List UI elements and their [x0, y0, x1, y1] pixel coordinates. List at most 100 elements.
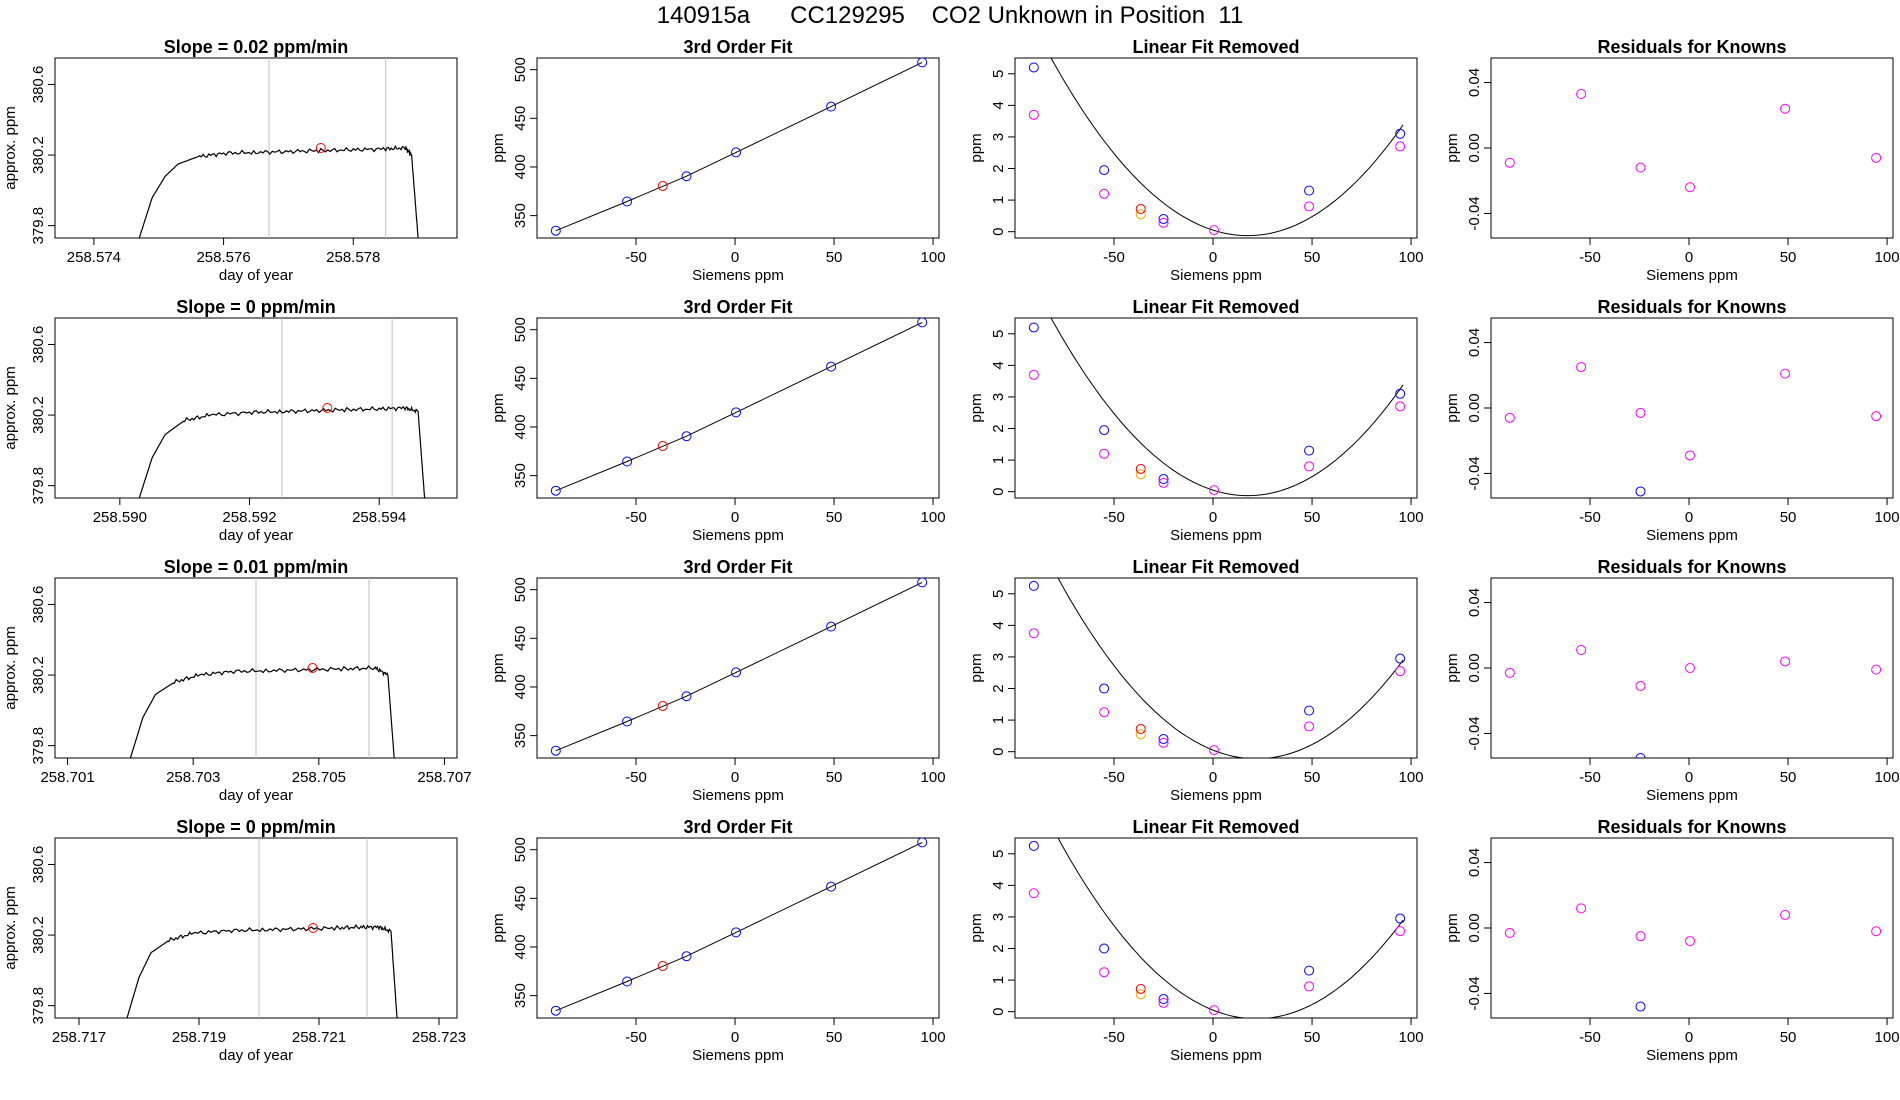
r4-cubic-fit-plot-frame: [536, 837, 940, 1019]
r1-residuals-y-axis-label: ppm: [1444, 133, 1461, 162]
r4-linear-removed-assigned-point: [1209, 1005, 1220, 1016]
r1-residuals-y-tick-label: 0.04: [1466, 68, 1483, 97]
r1-cubic-fit-y-tick-label: 500: [512, 57, 529, 82]
r2-residuals-y-axis-label: ppm: [1444, 393, 1461, 422]
r3-time-series-x-tick-label: 258.705: [292, 769, 346, 786]
r3-linear-removed-orange-point: [1135, 729, 1146, 740]
r2-linear-removed-known-point: [1158, 474, 1169, 485]
r1-residuals-residual-point: [1635, 162, 1646, 173]
r4-cubic-fit-y-tick-label: 350: [512, 983, 529, 1008]
r4-linear-removed-y-tick-label: 4: [990, 881, 1007, 889]
r2-residuals-residual-point: [1504, 412, 1515, 423]
r2-residuals-y-tick-label: -0.04: [1466, 456, 1483, 490]
r2-linear-removed-known-point: [1304, 445, 1315, 456]
r3-cubic-fit-y-axis-label: ppm: [490, 653, 507, 682]
r1-time-series-plot-frame: [54, 57, 458, 239]
r1-residuals-plot-frame: [1490, 57, 1894, 239]
r2-cubic-fit-y-tick-label: 350: [512, 463, 529, 488]
r4-linear-removed-y-axis-label: ppm: [968, 913, 985, 942]
r2-cubic-fit-y-axis-label: ppm: [490, 393, 507, 422]
r3-time-series-y-tick-label: 380.6: [30, 586, 47, 624]
r4-residuals-y-tick-label: 0.04: [1466, 848, 1483, 877]
r3-residuals-residual-point: [1780, 656, 1791, 667]
r1-cubic-fit-title: 3rd Order Fit: [683, 37, 792, 57]
r4-linear-removed-known-point: [1028, 840, 1039, 851]
r2-time-series-plot-frame: [54, 317, 458, 499]
r3-residuals-residual-point: [1504, 667, 1515, 678]
r3-linear-removed-y-tick-label: 3: [990, 653, 1007, 661]
r2-time-series-y-tick-label: 380.6: [30, 326, 47, 364]
r1-linear-removed-known-point: [1028, 62, 1039, 73]
r4-linear-removed-plot-frame: [1014, 837, 1418, 1019]
r1-linear-removed-x-tick-label: 100: [1399, 249, 1424, 266]
r1-residuals-plot-area: [1504, 89, 1882, 193]
r1-time-series-mean-point: [315, 143, 326, 153]
r4-linear-removed-assigned-point: [1304, 981, 1315, 992]
r2-cubic-fit-known-point: [826, 361, 837, 372]
r1-linear-removed-x-axis-label: Siemens ppm: [1170, 267, 1262, 284]
r2-cubic-fit-y-tick-label: 400: [512, 414, 529, 439]
r2-time-series-mean-point: [322, 403, 333, 413]
r2-cubic-fit-x-tick-label: 100: [921, 509, 946, 526]
r3-cubic-fit-known-point: [681, 691, 692, 702]
r4-time-series-plot-frame: [54, 837, 458, 1019]
r4-time-series-y-tick-label: 380.2: [30, 916, 47, 954]
r3-residuals-x-tick-label: 0: [1685, 769, 1693, 786]
r4-cubic-fit-unknown-point: [657, 960, 668, 971]
r2-residuals-x-tick-label: -50: [1579, 509, 1601, 526]
r1-linear-removed-assigned-point: [1304, 201, 1315, 212]
r1-cubic-fit-x-tick-label: -50: [625, 249, 647, 266]
r4-cubic-fit-x-axis-label: Siemens ppm: [692, 1047, 784, 1064]
r4-time-series-x-tick-label: 258.721: [292, 1029, 346, 1046]
r3-time-series-x-tick-label: 258.703: [166, 769, 220, 786]
r4-linear-removed-known-point: [1304, 965, 1315, 976]
r3-cubic-fit-known-point: [731, 667, 742, 678]
r4-cubic-fit-known-point: [681, 951, 692, 962]
r4-time-series-x-tick-label: 258.723: [412, 1029, 466, 1046]
r2-linear-removed-y-tick-label: 4: [990, 361, 1007, 369]
r4-cubic-fit-x-tick-label: 0: [731, 1029, 739, 1046]
r3-linear-removed-y-tick-label: 5: [990, 590, 1007, 598]
r2-residuals-x-tick-label: 0: [1685, 509, 1693, 526]
r3-cubic-fit-fit-line: [555, 581, 923, 752]
r3-linear-removed-x-axis-label: Siemens ppm: [1170, 787, 1262, 804]
r3-time-series-x-tick-label: 258.707: [417, 769, 471, 786]
r2-residuals-y-tick-label: 0.00: [1466, 393, 1483, 422]
r3-residuals-y-tick-label: 0.04: [1466, 588, 1483, 617]
r3-cubic-fit-x-tick-label: 100: [921, 769, 946, 786]
r4-residuals-x-tick-label: 100: [1875, 1029, 1900, 1046]
r4-cubic-fit-known-point: [917, 838, 928, 848]
r4-time-series-plot-area: [126, 838, 398, 1018]
r4-linear-removed-orange-point: [1135, 989, 1146, 1000]
r4-linear-removed-assigned-point: [1158, 997, 1169, 1008]
r3-linear-removed-assigned-point: [1158, 737, 1169, 748]
r1-linear-removed-known-point: [1304, 185, 1315, 196]
r2-residuals-residual-point: [1576, 362, 1587, 373]
r1-time-series-title: Slope = 0.02 ppm/min: [164, 37, 349, 57]
r1-linear-removed-assigned-point: [1028, 109, 1039, 120]
r3-linear-removed-unknown-point: [1135, 723, 1146, 734]
r1-residuals-x-tick-label: 100: [1875, 249, 1900, 266]
r2-linear-removed-x-tick-label: 0: [1209, 509, 1217, 526]
r4-residuals-x-tick-label: -50: [1579, 1029, 1601, 1046]
r2-residuals-plot-area: [1504, 362, 1882, 497]
r2-cubic-fit-plot-frame: [536, 317, 940, 499]
r2-time-series-y-tick-label: 380.2: [30, 396, 47, 434]
r4-residuals-title: Residuals for Knowns: [1597, 817, 1786, 837]
r4-residuals-residual-point: [1635, 931, 1646, 942]
r1-linear-removed-known-point: [1158, 214, 1169, 225]
r3-cubic-fit-y-tick-label: 400: [512, 674, 529, 699]
r2-time-series-x-tick-label: 258.594: [352, 509, 406, 526]
r1-linear-removed-y-tick-label: 3: [990, 133, 1007, 141]
r2-linear-removed-known-point: [1395, 388, 1406, 399]
r4-residuals-x-tick-label: 50: [1780, 1029, 1797, 1046]
r1-linear-removed-plot-frame: [1014, 57, 1418, 239]
r4-cubic-fit-known-point: [550, 1005, 561, 1016]
r2-cubic-fit-unknown-point: [657, 440, 668, 451]
r2-linear-removed-x-tick-label: 50: [1304, 509, 1321, 526]
r4-linear-removed-x-tick-label: 100: [1399, 1029, 1424, 1046]
r4-linear-removed-assigned-point: [1028, 888, 1039, 899]
r4-cubic-fit-title: 3rd Order Fit: [683, 817, 792, 837]
r2-cubic-fit-plot-area: [550, 318, 928, 496]
r4-linear-removed-x-tick-label: 50: [1304, 1029, 1321, 1046]
